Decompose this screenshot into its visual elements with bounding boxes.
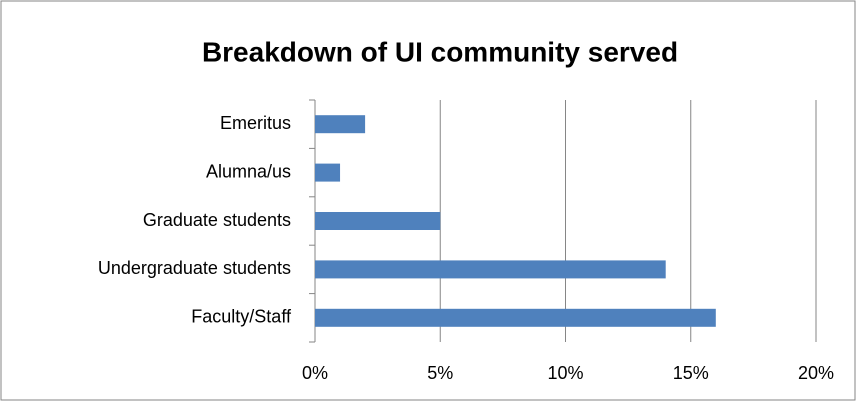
x-tick-label: 5% [427,363,453,383]
bar [315,308,716,327]
y-tick-label: Emeritus [220,113,291,133]
x-tick-label: 0% [302,363,328,383]
bar [315,260,666,279]
bar [315,212,441,230]
x-tick-label: 15% [673,363,709,383]
bar [315,163,341,182]
y-tick-label: Graduate students [143,210,291,230]
bar [315,115,366,134]
y-tick-label: Alumna/us [206,161,291,181]
y-tick-label: Undergraduate students [98,258,291,278]
y-tick-label: Faculty/Staff [191,307,292,327]
x-tick-label: 20% [798,363,834,383]
x-tick-label: 10% [547,363,583,383]
chart-title: Breakdown of UI community served [202,36,678,67]
